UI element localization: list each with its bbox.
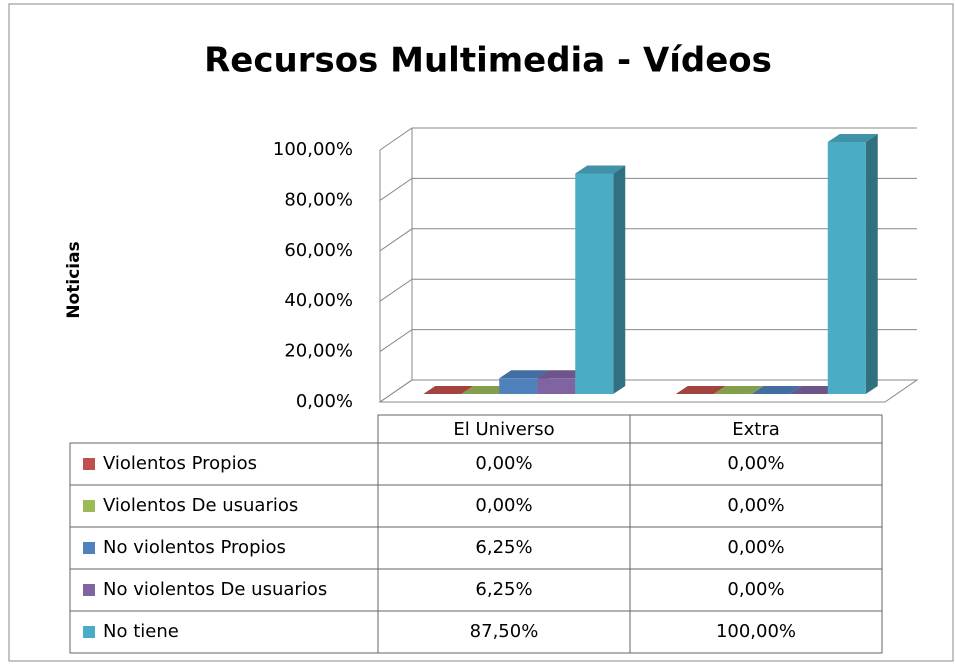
legend-key bbox=[83, 458, 95, 470]
legend-key bbox=[83, 500, 95, 512]
chart-frame bbox=[8, 3, 954, 662]
grid-line bbox=[379, 329, 917, 353]
grid-line bbox=[379, 278, 917, 302]
bar-top bbox=[575, 165, 626, 174]
legend-label: Violentos De usuarios bbox=[103, 495, 298, 516]
table-value: 0,00% bbox=[727, 579, 784, 600]
grid-line bbox=[379, 228, 917, 252]
table-header: El Universo bbox=[453, 419, 554, 440]
y-tick-label: 100,00% bbox=[273, 139, 353, 160]
legend-label: No violentos Propios bbox=[103, 537, 286, 558]
table-value: 0,00% bbox=[727, 453, 784, 474]
table-header: Extra bbox=[732, 419, 780, 440]
legend-label: No tiene bbox=[103, 621, 179, 642]
table-value: 0,00% bbox=[475, 453, 532, 474]
bar-top bbox=[675, 386, 726, 394]
y-tick-label: 0,00% bbox=[296, 391, 353, 412]
y-tick-label: 20,00% bbox=[284, 341, 353, 362]
bar bbox=[499, 378, 538, 394]
table-value: 0,00% bbox=[475, 495, 532, 516]
table-value: 0,00% bbox=[727, 537, 784, 558]
bar bbox=[575, 173, 614, 394]
bar-top bbox=[751, 386, 802, 394]
table-value: 6,25% bbox=[475, 537, 532, 558]
chart-title: Recursos Multimedia - Vídeos bbox=[204, 41, 772, 81]
bar-top bbox=[499, 370, 550, 379]
bar-side bbox=[613, 165, 626, 394]
y-tick-label: 60,00% bbox=[284, 240, 353, 261]
bar-top bbox=[423, 386, 474, 394]
table-row-border bbox=[69, 610, 883, 654]
legend-label: No violentos De usuarios bbox=[103, 579, 327, 600]
bar-top bbox=[461, 386, 512, 394]
table-value: 100,00% bbox=[716, 621, 796, 642]
bar bbox=[827, 142, 866, 394]
bar-top bbox=[827, 134, 878, 142]
legend-key bbox=[83, 626, 95, 638]
table-value: 0,00% bbox=[727, 495, 784, 516]
y-tick-label: 80,00% bbox=[284, 189, 353, 210]
bar bbox=[537, 378, 576, 394]
bar-top bbox=[713, 386, 764, 394]
legend-label: Violentos Propios bbox=[103, 453, 257, 474]
grid-line bbox=[379, 177, 917, 201]
table-value: 6,25% bbox=[475, 579, 532, 600]
grid-line bbox=[379, 379, 917, 403]
bar-top bbox=[537, 370, 588, 379]
y-tick-label: 40,00% bbox=[284, 290, 353, 311]
table-value: 87,50% bbox=[470, 621, 539, 642]
legend-key bbox=[83, 542, 95, 554]
legend-key bbox=[83, 584, 95, 596]
bar-top bbox=[789, 386, 840, 394]
y-axis-label: Noticias bbox=[64, 241, 84, 318]
bar-side bbox=[865, 134, 878, 394]
grid-line bbox=[379, 127, 917, 151]
